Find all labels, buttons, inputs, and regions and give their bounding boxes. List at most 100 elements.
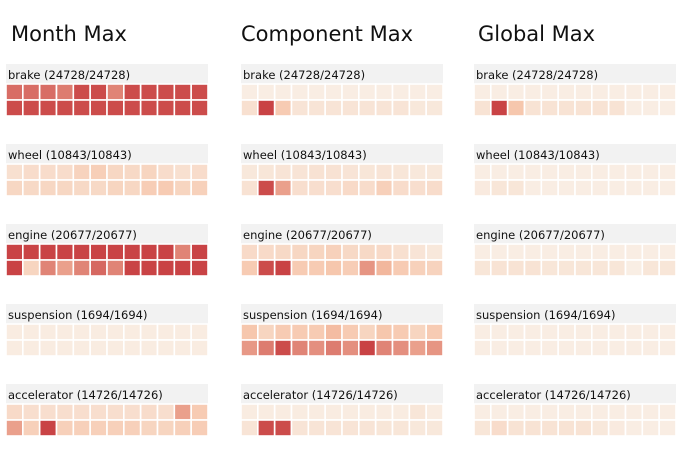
heatmap-cell bbox=[358, 323, 377, 341]
heatmap-cell bbox=[624, 259, 644, 277]
heatmap-cell bbox=[374, 323, 394, 341]
heatmap-cell bbox=[607, 83, 627, 101]
column-title-month-max: Month Max bbox=[11, 22, 127, 46]
heatmap-cell bbox=[5, 243, 24, 261]
heatmap-cell bbox=[55, 419, 75, 437]
heatmap-cell bbox=[38, 243, 58, 261]
heatmap-cell bbox=[156, 83, 176, 101]
heatmap-cell bbox=[641, 323, 660, 341]
heatmap-cell bbox=[290, 179, 310, 197]
heatmap-cell bbox=[641, 243, 660, 261]
heatmap-cell bbox=[425, 403, 444, 421]
heatmap-cell bbox=[123, 243, 142, 261]
heatmap-cell bbox=[473, 419, 492, 437]
heatmap-cell bbox=[358, 403, 377, 421]
heatmap-cell bbox=[624, 243, 644, 261]
heatmap-cell bbox=[240, 339, 259, 357]
heatmap-cell bbox=[257, 259, 276, 277]
heatmap-cell bbox=[257, 403, 276, 421]
panel-label: accelerator (14726/14726) bbox=[243, 388, 398, 402]
heatmap-cell bbox=[358, 243, 377, 261]
heatmap-cell bbox=[72, 259, 91, 277]
heatmap-cell bbox=[72, 419, 91, 437]
heatmap-cell bbox=[5, 259, 24, 277]
heatmap-cell bbox=[607, 259, 627, 277]
heatmap-cell bbox=[290, 163, 310, 181]
heatmap-cell bbox=[490, 323, 509, 341]
heatmap-cell bbox=[173, 243, 192, 261]
heatmap-cell bbox=[72, 339, 91, 357]
heatmap-cell bbox=[591, 323, 610, 341]
heatmap-cell bbox=[341, 243, 360, 261]
heatmap-cell bbox=[156, 323, 176, 341]
heatmap-cell bbox=[22, 419, 41, 437]
heatmap-cell bbox=[173, 323, 192, 341]
heatmap-cell bbox=[391, 99, 411, 117]
heatmap-cell bbox=[22, 99, 41, 117]
heatmap-cell bbox=[490, 403, 509, 421]
heatmap-cell bbox=[523, 243, 543, 261]
heatmap-cell bbox=[624, 323, 644, 341]
heatmap-cell bbox=[408, 339, 427, 357]
heatmap-cell bbox=[341, 339, 360, 357]
heatmap-cell bbox=[607, 323, 627, 341]
heatmap-cell bbox=[240, 163, 259, 181]
heatmap-cell bbox=[273, 323, 293, 341]
heatmap-cell bbox=[574, 339, 593, 357]
heatmap-cell bbox=[89, 179, 108, 197]
heatmap-cell bbox=[240, 179, 259, 197]
heatmap-cell bbox=[624, 83, 644, 101]
heatmap-cell bbox=[324, 99, 343, 117]
heatmap-cell bbox=[425, 259, 444, 277]
panel-header bbox=[241, 384, 443, 404]
heatmap-cell bbox=[574, 259, 593, 277]
heatmap-cell bbox=[490, 259, 509, 277]
heatmap-cell bbox=[408, 163, 427, 181]
heatmap-cell bbox=[658, 339, 677, 357]
heatmap-cell bbox=[38, 83, 58, 101]
heatmap-cell bbox=[506, 259, 526, 277]
heatmap-cell bbox=[557, 419, 576, 437]
heatmap-cell bbox=[190, 339, 209, 357]
heatmap-cell bbox=[273, 83, 293, 101]
heatmap-cell bbox=[72, 403, 91, 421]
heatmap-cell bbox=[391, 419, 411, 437]
heatmap-cell bbox=[273, 243, 293, 261]
heatmap-cell bbox=[473, 179, 492, 197]
heatmap-cell bbox=[22, 259, 41, 277]
heatmap-cell bbox=[190, 403, 209, 421]
panel-header bbox=[241, 64, 443, 84]
heatmap-cell bbox=[591, 83, 610, 101]
heatmap-cell bbox=[139, 419, 159, 437]
heatmap-cell bbox=[324, 163, 343, 181]
heatmap-cell bbox=[591, 163, 610, 181]
panel-accelerator-col2: accelerator (14726/14726) bbox=[240, 384, 444, 437]
heatmap-cell bbox=[38, 323, 58, 341]
heatmap-cell bbox=[106, 419, 125, 437]
heatmap-cell bbox=[240, 99, 259, 117]
panel-wheel-col1: wheel (10843/10843) bbox=[5, 144, 209, 197]
heatmap-cell bbox=[540, 179, 559, 197]
heatmap-cell bbox=[324, 419, 343, 437]
heatmap-cell bbox=[156, 419, 176, 437]
heatmap-cell bbox=[473, 339, 492, 357]
heatmap-cell bbox=[490, 83, 509, 101]
heatmap-cell bbox=[123, 419, 142, 437]
heatmap-cell bbox=[557, 83, 576, 101]
heatmap-cell bbox=[55, 163, 75, 181]
heatmap-cell bbox=[591, 99, 610, 117]
heatmap-cell bbox=[173, 403, 192, 421]
heatmap-cell bbox=[106, 403, 125, 421]
panel-header bbox=[6, 384, 208, 404]
heatmap-cell bbox=[290, 83, 310, 101]
heatmap-cell bbox=[123, 179, 142, 197]
heatmap-cell bbox=[173, 179, 192, 197]
heatmap-cell bbox=[607, 403, 627, 421]
heatmap-cell bbox=[473, 403, 492, 421]
heatmap-cell bbox=[38, 99, 58, 117]
panel-header bbox=[474, 144, 676, 164]
heatmap-cell bbox=[55, 243, 75, 261]
heatmap-panels: brake (24728/24728) wheel (10843/10843) en… bbox=[5, 64, 677, 437]
heatmap-cell bbox=[658, 83, 677, 101]
heatmap-cell bbox=[658, 259, 677, 277]
